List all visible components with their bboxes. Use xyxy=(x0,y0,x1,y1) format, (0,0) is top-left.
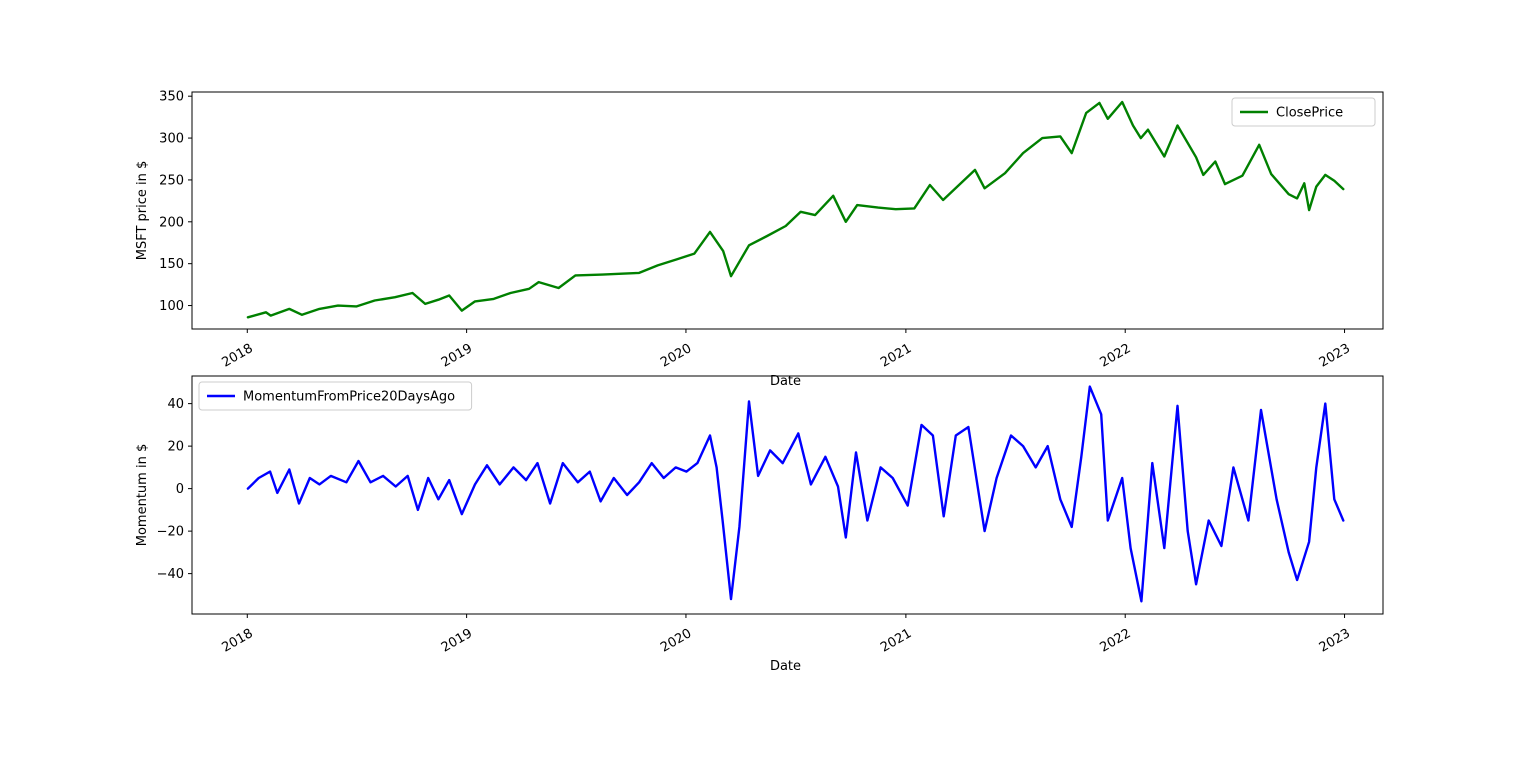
x-tick-label: 2021 xyxy=(878,341,914,371)
price-chart: 2018 2019 2020 2021 2022 2023 100 150 200 250 300 3… xyxy=(135,90,1384,389)
x-tick-label: 2021 xyxy=(878,626,914,656)
y-tick-label: −20 xyxy=(157,525,184,540)
x-tick-label: 2023 xyxy=(1317,626,1353,656)
momentum-chart: 2018 2019 2020 2021 2022 2023 −40 −20 0 20 40 Momen… xyxy=(135,375,1384,674)
y-tick-label: 40 xyxy=(167,397,184,412)
series-line-ClosePrice xyxy=(246,100,1345,319)
axes-frame xyxy=(191,375,1384,615)
legend-box xyxy=(1231,97,1376,127)
x-tick-label: 2020 xyxy=(658,626,694,656)
legend-label: MomentumFromPrice20DaysAgo xyxy=(243,390,455,405)
x-tick-label: 2023 xyxy=(1317,341,1353,371)
legend: ClosePrice xyxy=(1231,97,1376,127)
y-tick-label: −40 xyxy=(157,567,184,582)
x-tick-label: 2019 xyxy=(439,341,475,371)
x-axis-label: Date xyxy=(770,374,801,389)
y-tick-label: 20 xyxy=(167,440,184,455)
y-tick-label: 100 xyxy=(159,299,184,314)
x-tick-label: 2019 xyxy=(439,626,475,656)
y-tick-label: 0 xyxy=(176,482,184,497)
x-tick-label: 2018 xyxy=(220,341,256,371)
series-line-MomentumFromPrice20DaysAgo xyxy=(246,385,1345,603)
x-tick-label: 2022 xyxy=(1097,626,1133,656)
x-tick-label: 2020 xyxy=(658,341,694,371)
y-tick-label: 350 xyxy=(159,90,184,105)
y-axis-label: Momentum in $ xyxy=(135,444,150,546)
y-tick-label: 150 xyxy=(159,257,184,272)
x-tick-label: 2018 xyxy=(220,626,256,656)
y-axis-label: MSFT price in $ xyxy=(135,161,150,261)
x-tick-label: 2022 xyxy=(1097,341,1133,371)
y-tick-label: 200 xyxy=(159,215,184,230)
y-tick-label: 300 xyxy=(159,132,184,147)
axes-frame xyxy=(191,91,1384,330)
y-tick-label: 250 xyxy=(159,173,184,188)
legend: MomentumFromPrice20DaysAgo xyxy=(198,381,473,411)
legend-label: ClosePrice xyxy=(1276,106,1343,121)
x-axis-label: Date xyxy=(770,659,801,674)
legend-box xyxy=(198,381,473,411)
